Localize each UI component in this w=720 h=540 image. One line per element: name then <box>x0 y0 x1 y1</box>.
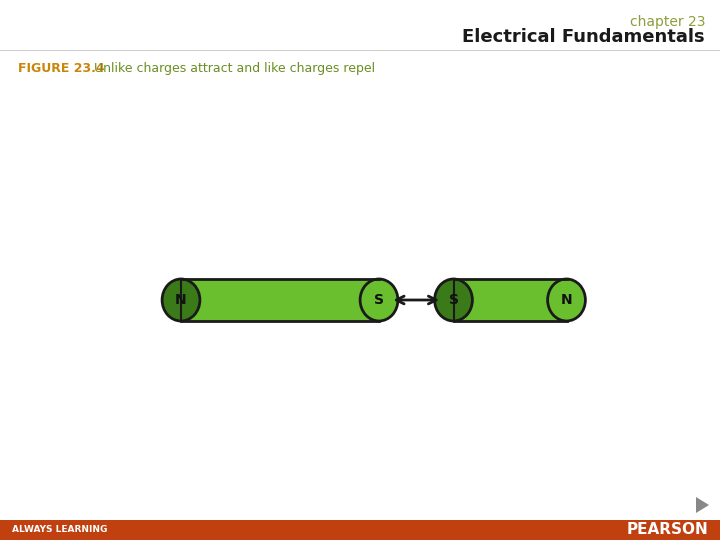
Text: FIGURE 23.4: FIGURE 23.4 <box>18 62 104 75</box>
Text: S: S <box>449 293 459 307</box>
Text: N: N <box>175 293 186 307</box>
Text: N: N <box>561 293 572 307</box>
Text: S: S <box>374 293 384 307</box>
Text: ALWAYS LEARNING: ALWAYS LEARNING <box>12 525 107 535</box>
Text: PEARSON: PEARSON <box>626 523 708 537</box>
Ellipse shape <box>360 279 398 321</box>
Text: Electrical Fundamentals: Electrical Fundamentals <box>462 28 705 46</box>
Ellipse shape <box>162 279 200 321</box>
Ellipse shape <box>548 279 585 321</box>
Bar <box>181 279 379 321</box>
Polygon shape <box>696 497 709 513</box>
Ellipse shape <box>435 279 472 321</box>
Text: chapter 23: chapter 23 <box>629 15 705 29</box>
Text: Unlike charges attract and like charges repel: Unlike charges attract and like charges … <box>90 62 375 75</box>
Bar <box>454 279 567 321</box>
Bar <box>0 520 720 540</box>
